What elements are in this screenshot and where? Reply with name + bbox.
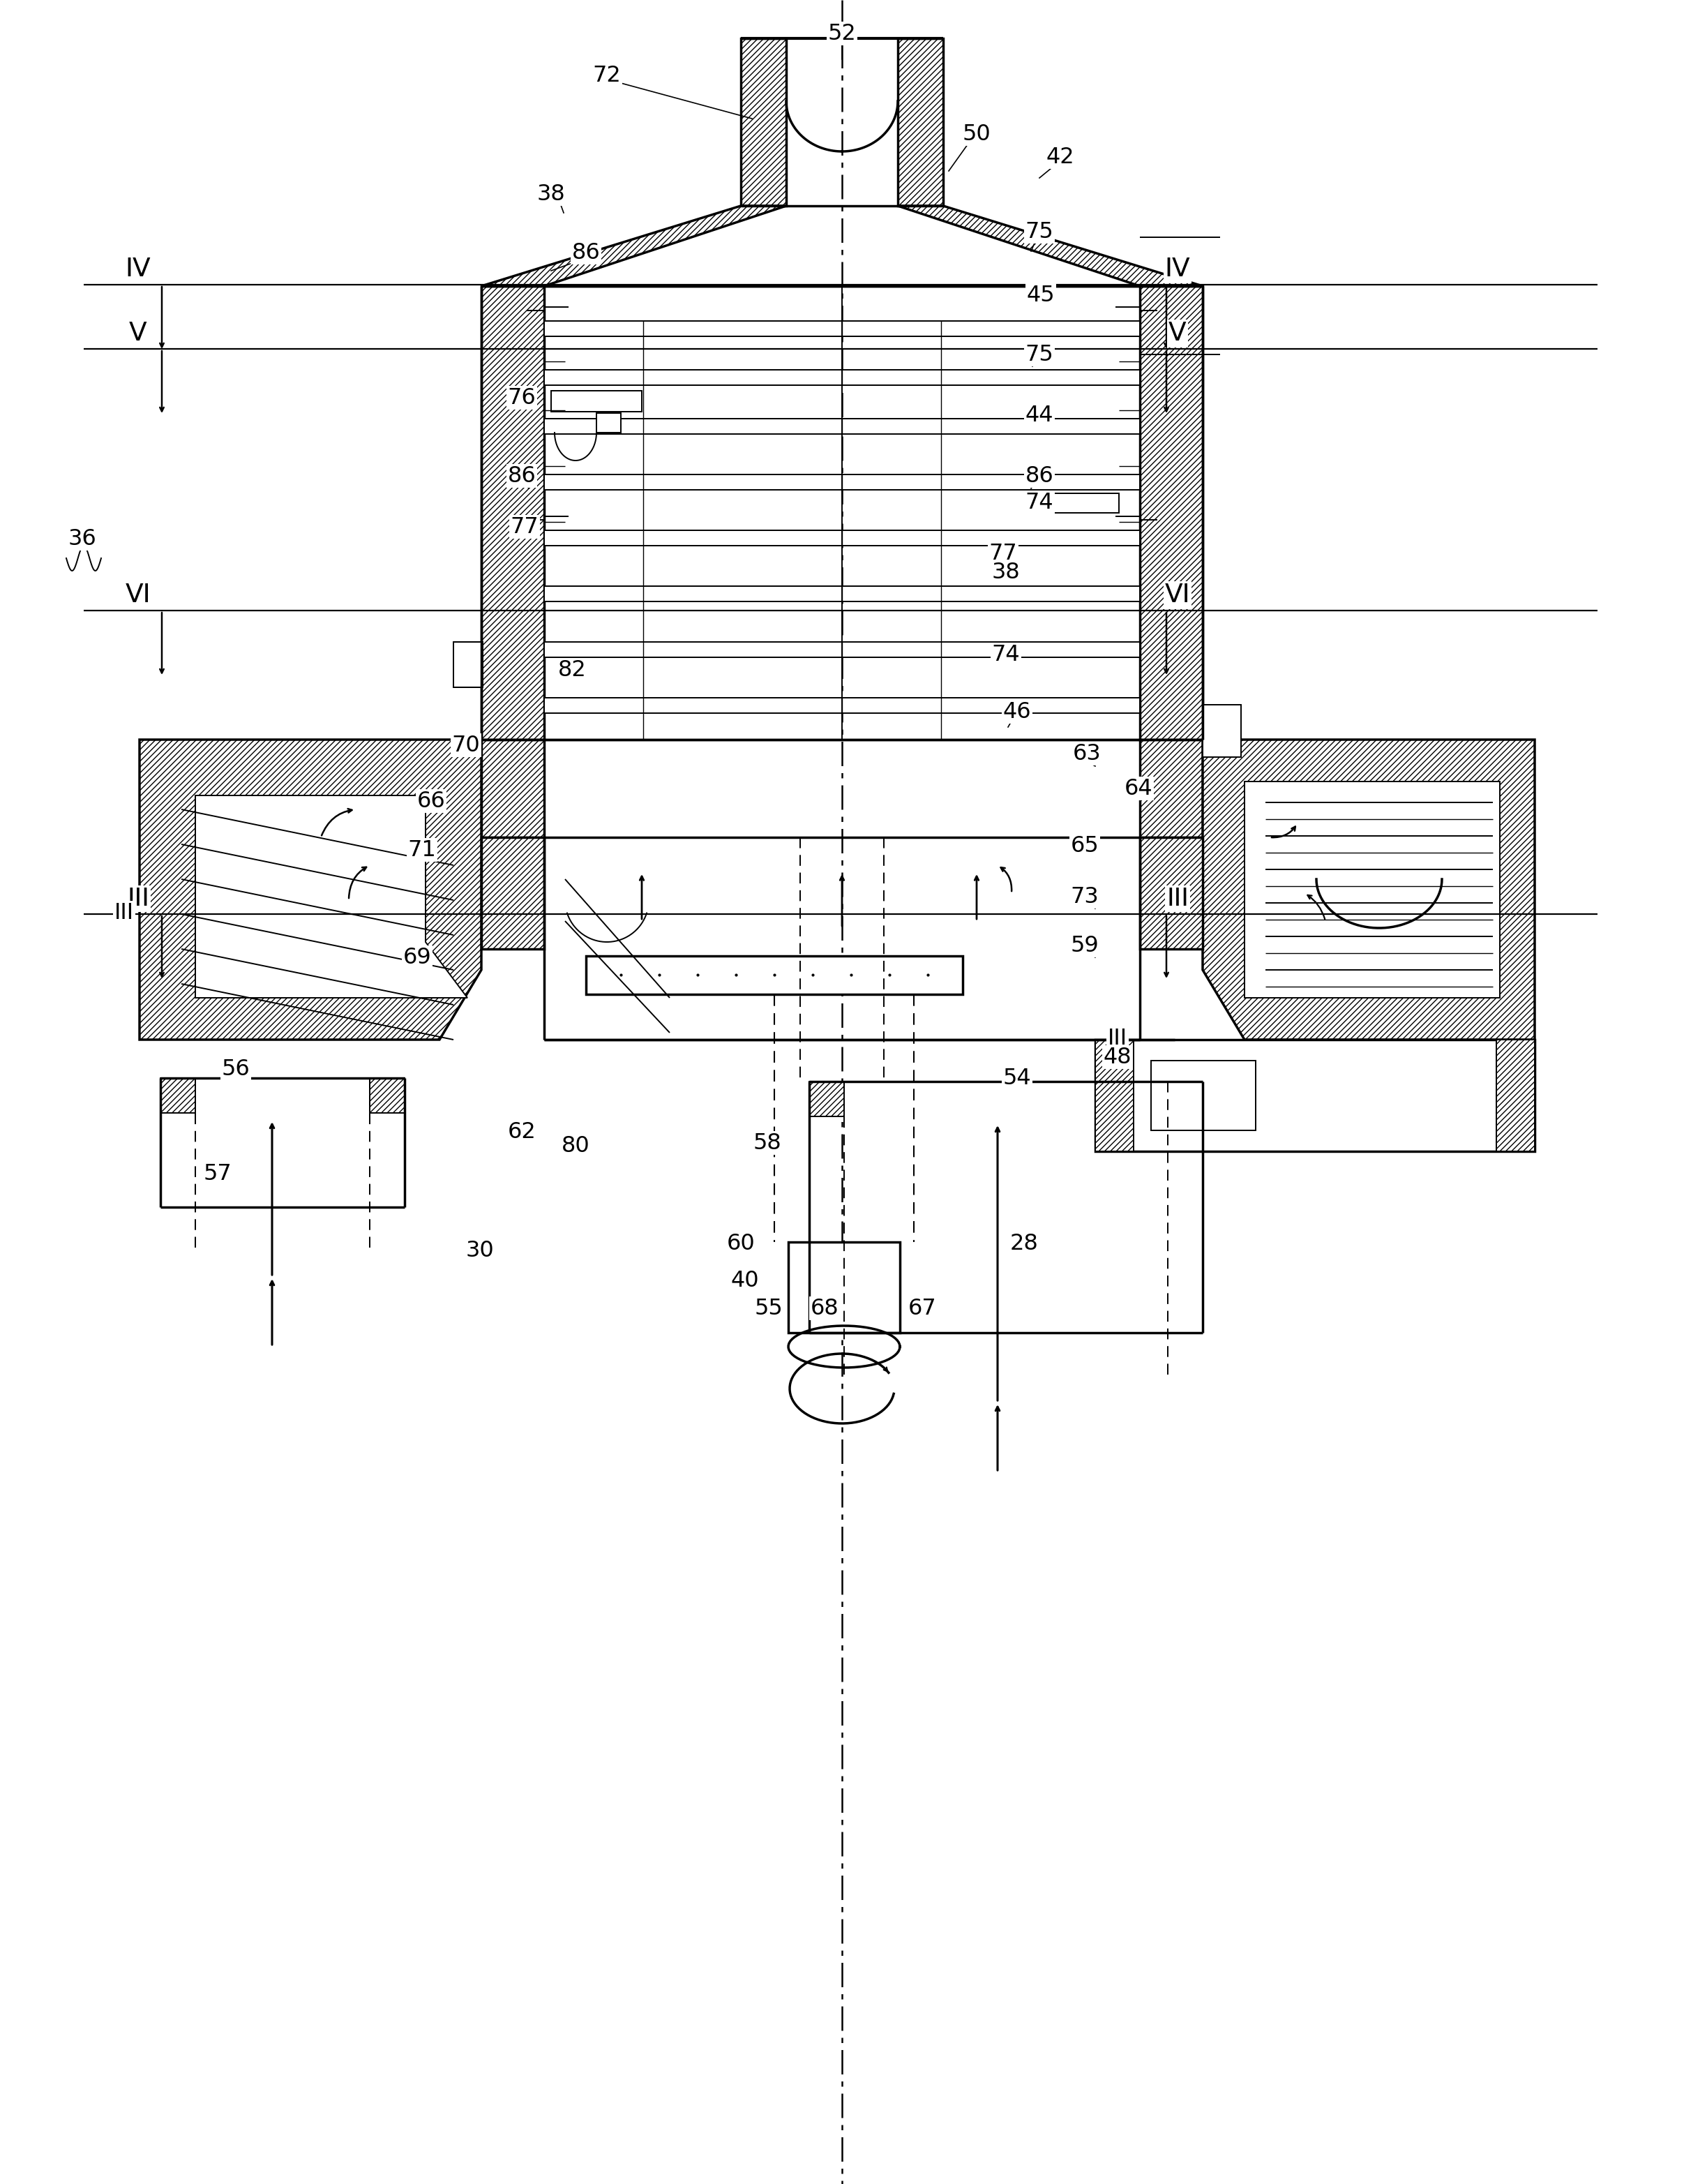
Text: 45: 45 [1027,284,1054,306]
Text: 86: 86 [507,465,536,487]
Text: III: III [1108,1026,1127,1048]
Bar [544,531,1140,546]
Text: 60: 60 [726,1232,754,1254]
Bar [370,1079,404,1114]
Text: 54: 54 [1004,1068,1031,1090]
Text: 75: 75 [1026,343,1054,365]
Bar [898,39,943,205]
Text: 52: 52 [829,22,855,44]
Text: 38: 38 [537,183,566,205]
Bar [1140,286,1202,740]
Text: 77: 77 [989,542,1017,563]
Bar [810,1081,844,1116]
Text: 66: 66 [418,791,445,812]
Bar [160,1079,195,1114]
Bar [586,957,963,994]
Polygon shape [1140,740,1202,836]
Text: 70: 70 [451,734,480,756]
Bar [544,585,1140,601]
Polygon shape [898,205,1202,286]
Text: 48: 48 [1103,1046,1132,1068]
Bar [544,697,1140,714]
Text: VI: VI [1165,583,1191,607]
Text: 46: 46 [1004,701,1031,723]
Text: V: V [130,321,147,345]
Text: IV: IV [125,258,152,282]
Bar [1152,1061,1256,1131]
Bar [544,369,1140,384]
Text: 64: 64 [1125,778,1152,799]
Text: V: V [1169,321,1187,345]
Bar [788,1243,899,1332]
Bar [1167,1081,1202,1116]
Text: 68: 68 [810,1297,839,1319]
Polygon shape [140,740,482,1040]
Text: 40: 40 [731,1269,759,1291]
Bar [453,642,483,688]
Bar [1202,705,1241,758]
Text: 42: 42 [1046,146,1074,168]
Text: 50: 50 [963,122,990,144]
Text: III: III [1167,887,1189,911]
Polygon shape [482,205,786,286]
Text: 62: 62 [507,1120,536,1142]
Text: IV: IV [1165,258,1191,282]
Polygon shape [1202,740,1534,1040]
Text: 75: 75 [1026,221,1054,242]
Text: 28: 28 [1010,1232,1039,1254]
Text: 63: 63 [1073,743,1101,764]
Bar [544,642,1140,657]
Text: III: III [126,887,150,911]
Bar [551,391,642,411]
Text: 74: 74 [1026,491,1054,513]
Text: 59: 59 [1071,935,1100,957]
Text: 76: 76 [507,387,536,408]
Text: 30: 30 [466,1241,493,1260]
Text: 58: 58 [753,1131,781,1153]
Text: 55: 55 [754,1297,783,1319]
Text: 73: 73 [1071,887,1100,906]
Text: 86: 86 [1026,465,1054,487]
Text: 36: 36 [67,529,96,550]
Text: 38: 38 [992,561,1021,583]
Text: III: III [115,902,135,924]
Text: 72: 72 [593,66,621,85]
Bar [741,39,786,205]
Text: 80: 80 [561,1136,589,1158]
Text: 57: 57 [204,1162,232,1184]
Text: 69: 69 [402,946,431,968]
Text: VI: VI [125,583,152,607]
Polygon shape [1140,836,1202,950]
Text: 67: 67 [908,1297,936,1319]
Bar [1049,494,1118,513]
Text: 71: 71 [408,839,436,860]
Bar [1095,1040,1534,1151]
Bar [596,413,621,432]
Text: 77: 77 [510,515,539,537]
Text: 82: 82 [557,660,586,681]
Polygon shape [482,740,544,836]
Bar [544,474,1140,489]
Bar [1095,1040,1133,1151]
Bar [1244,782,1500,998]
Text: 56: 56 [222,1059,249,1079]
Bar [482,286,544,740]
Text: 44: 44 [1026,404,1054,426]
Bar [544,419,1140,435]
Bar [1497,1040,1534,1151]
Polygon shape [195,795,468,998]
Polygon shape [482,836,544,950]
Bar [544,321,1140,336]
Text: 74: 74 [992,644,1021,666]
Text: 86: 86 [573,242,600,264]
Text: 65: 65 [1071,834,1100,856]
